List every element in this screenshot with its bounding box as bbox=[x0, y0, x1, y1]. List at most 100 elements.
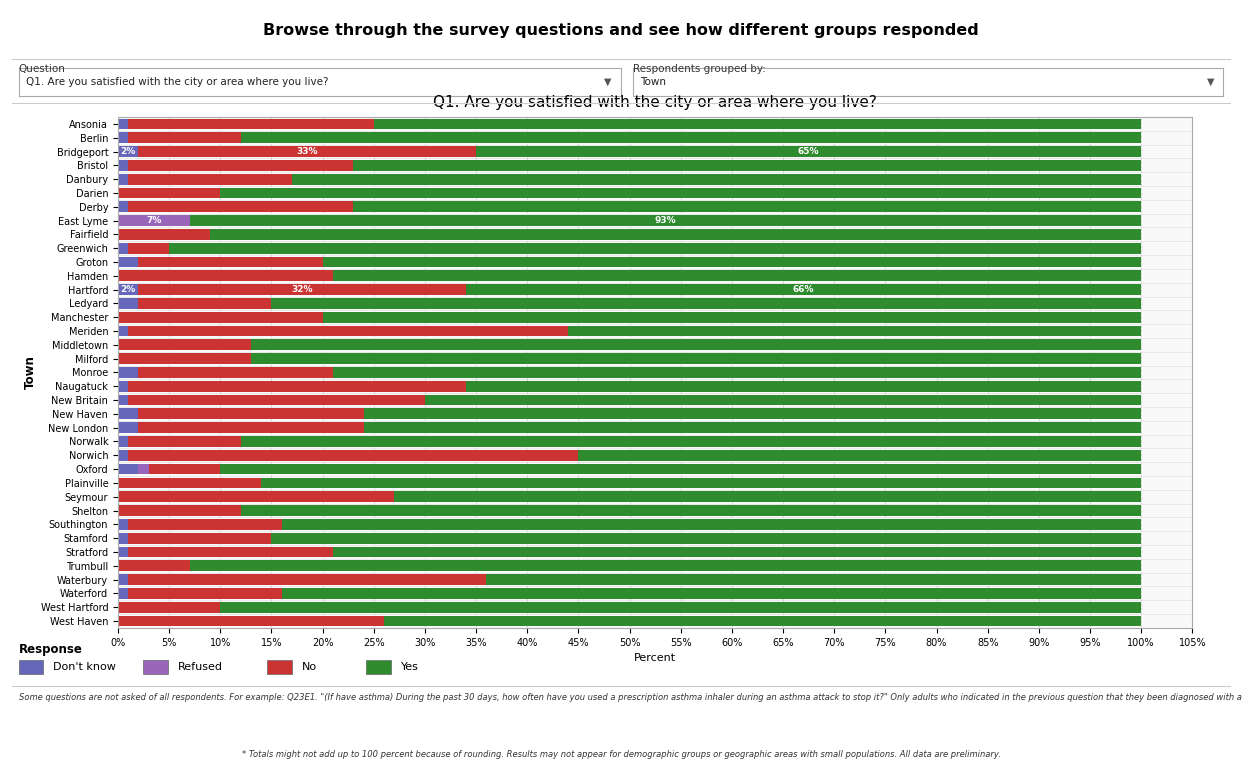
Bar bbox=[118, 174, 128, 185]
Bar bbox=[394, 491, 1141, 502]
Bar bbox=[149, 464, 220, 474]
X-axis label: Percent: Percent bbox=[635, 653, 676, 663]
Bar bbox=[118, 422, 138, 433]
Bar bbox=[118, 533, 128, 544]
Bar bbox=[118, 367, 138, 378]
Bar bbox=[128, 588, 282, 599]
Bar bbox=[118, 133, 128, 143]
Bar bbox=[272, 298, 1141, 309]
Text: 33%: 33% bbox=[297, 147, 318, 156]
Bar bbox=[333, 271, 1141, 281]
Bar bbox=[138, 284, 466, 295]
Bar bbox=[353, 201, 1141, 212]
Bar bbox=[364, 422, 1141, 433]
Text: Don't know: Don't know bbox=[53, 662, 117, 672]
Text: 65%: 65% bbox=[797, 147, 820, 156]
Bar bbox=[466, 381, 1141, 392]
Bar bbox=[128, 119, 374, 129]
Text: Q1. Are you satisfied with the city or area where you live?: Q1. Are you satisfied with the city or a… bbox=[26, 77, 328, 87]
Bar bbox=[384, 615, 1141, 626]
Bar bbox=[118, 257, 138, 268]
Text: Town: Town bbox=[641, 77, 667, 87]
Bar bbox=[138, 409, 364, 420]
Bar bbox=[118, 160, 128, 171]
Bar bbox=[118, 602, 220, 612]
Bar bbox=[118, 519, 128, 530]
Bar bbox=[128, 201, 353, 212]
Bar bbox=[282, 519, 1141, 530]
Bar bbox=[138, 298, 272, 309]
Bar bbox=[118, 450, 128, 461]
Bar bbox=[220, 602, 1141, 612]
Bar bbox=[118, 381, 128, 392]
Bar bbox=[118, 588, 128, 599]
Bar bbox=[128, 174, 292, 185]
Bar bbox=[128, 519, 282, 530]
Bar bbox=[323, 312, 1141, 323]
Bar bbox=[118, 409, 138, 420]
Bar bbox=[128, 133, 241, 143]
Text: Question: Question bbox=[19, 64, 66, 74]
Bar bbox=[210, 229, 1141, 239]
Bar bbox=[333, 367, 1141, 378]
Bar bbox=[138, 257, 323, 268]
Bar bbox=[118, 491, 394, 502]
Bar bbox=[251, 339, 1141, 350]
Text: Yes: Yes bbox=[401, 662, 419, 672]
Bar bbox=[128, 160, 353, 171]
Bar bbox=[118, 325, 128, 336]
Bar bbox=[272, 533, 1141, 544]
Bar bbox=[241, 436, 1141, 447]
Bar bbox=[128, 436, 241, 447]
Bar bbox=[118, 187, 220, 198]
Bar bbox=[128, 325, 568, 336]
Bar bbox=[353, 160, 1141, 171]
Bar bbox=[374, 119, 1141, 129]
Text: 66%: 66% bbox=[792, 285, 815, 294]
Bar bbox=[128, 243, 169, 254]
Bar bbox=[118, 312, 323, 323]
Bar bbox=[323, 257, 1141, 268]
Text: 7%: 7% bbox=[147, 216, 161, 225]
Bar bbox=[118, 243, 128, 254]
Bar bbox=[118, 229, 210, 239]
Bar bbox=[118, 615, 384, 626]
Bar bbox=[118, 298, 138, 309]
Bar bbox=[138, 367, 333, 378]
Bar bbox=[220, 464, 1141, 474]
Bar bbox=[138, 464, 149, 474]
Bar bbox=[118, 201, 128, 212]
Bar bbox=[190, 215, 1141, 226]
Text: 2%: 2% bbox=[120, 285, 135, 294]
Text: Browse through the survey questions and see how different groups responded: Browse through the survey questions and … bbox=[263, 23, 979, 38]
Text: 32%: 32% bbox=[292, 285, 313, 294]
Text: ▼: ▼ bbox=[605, 77, 612, 87]
Bar bbox=[292, 174, 1141, 185]
Bar bbox=[425, 395, 1141, 406]
Title: Q1. Are you satisfied with the city or area where you live?: Q1. Are you satisfied with the city or a… bbox=[433, 95, 877, 110]
Bar bbox=[169, 243, 1141, 254]
Bar bbox=[128, 381, 466, 392]
Y-axis label: Town: Town bbox=[24, 356, 36, 389]
Text: ▼: ▼ bbox=[1207, 77, 1215, 87]
Bar bbox=[118, 574, 128, 585]
Bar bbox=[118, 547, 128, 558]
Bar bbox=[138, 146, 476, 157]
Bar bbox=[118, 436, 128, 447]
Text: Refused: Refused bbox=[178, 662, 222, 672]
Bar bbox=[190, 560, 1141, 571]
Bar bbox=[476, 146, 1141, 157]
Bar bbox=[466, 284, 1141, 295]
Bar bbox=[261, 477, 1141, 488]
Text: 93%: 93% bbox=[655, 216, 676, 225]
Bar bbox=[128, 547, 333, 558]
Bar bbox=[128, 533, 272, 544]
Text: * Totals might not add up to 100 percent because of rounding. Results may not ap: * Totals might not add up to 100 percent… bbox=[241, 750, 1001, 760]
Text: 2%: 2% bbox=[120, 147, 135, 156]
Bar bbox=[138, 422, 364, 433]
Bar bbox=[220, 187, 1141, 198]
Text: Respondents grouped by:: Respondents grouped by: bbox=[633, 64, 766, 74]
Bar bbox=[251, 353, 1141, 364]
Bar bbox=[487, 574, 1141, 585]
Bar bbox=[128, 574, 487, 585]
